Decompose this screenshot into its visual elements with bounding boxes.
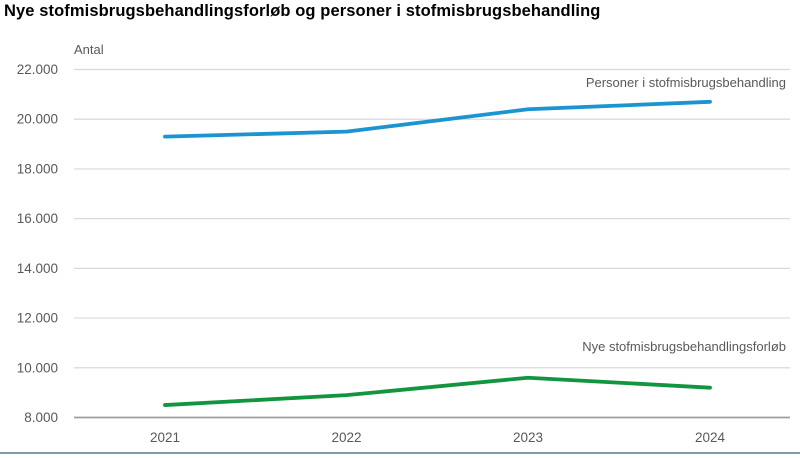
y-axis-tick-label: 14.000: [17, 261, 58, 276]
y-axis-tick-label: 20.000: [17, 112, 58, 127]
x-axis-tick-label: 2023: [513, 430, 543, 445]
x-axis-tick-label: 2024: [695, 430, 726, 445]
y-axis-tick-label: 8.000: [24, 410, 58, 425]
series-label-personer: Personer i stofmisbrugsbehandling: [585, 75, 786, 90]
chart-title: Nye stofmisbrugsbehandlingsforløb og per…: [4, 2, 601, 20]
series-line-0: [163, 99, 712, 139]
x-axis-tick-label: 2022: [331, 430, 361, 445]
y-axis-tick-label: 16.000: [17, 211, 58, 226]
series-line-1: [163, 375, 712, 407]
x-axis-tick-label: 2021: [150, 430, 180, 445]
y-axis-tick-label: 22.000: [17, 62, 58, 77]
y-axis-tick-label: 10.000: [17, 360, 58, 375]
bottom-accent-border: [0, 452, 800, 454]
y-axis-tick-label: 18.000: [17, 161, 58, 176]
series-label-nye-forloeb: Nye stofmisbrugsbehandlingsforløb: [582, 339, 786, 354]
y-axis-tick-label: 12.000: [17, 311, 58, 326]
y-axis-unit-label: Antal: [74, 42, 104, 57]
